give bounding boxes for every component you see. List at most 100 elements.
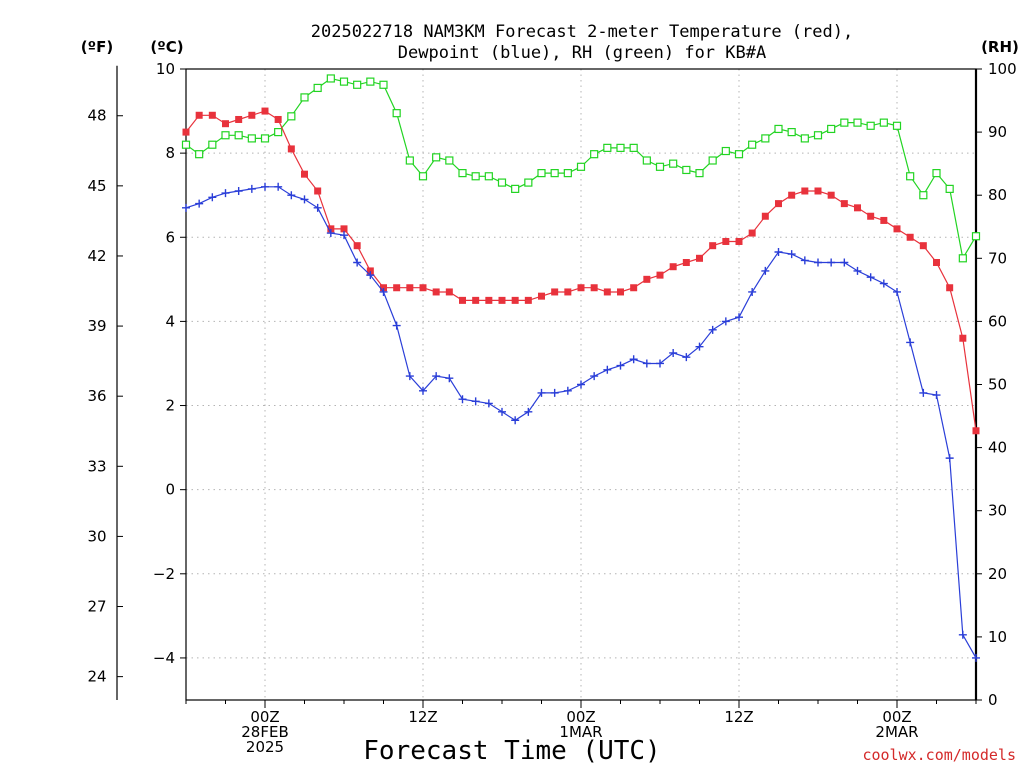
dewpoint-point <box>484 399 493 408</box>
rh-point <box>234 131 243 140</box>
fahrenheit-tick-label: 42 <box>87 247 106 265</box>
dewpoint-point <box>958 630 967 639</box>
dewpoint-point <box>326 229 335 238</box>
temperature-point <box>946 284 954 292</box>
celsius-axis: 10 8 6 4 2 0 −2 −4 <box>153 60 186 667</box>
rh-point <box>892 121 902 130</box>
fahrenheit-axis: 48 45 42 39 36 33 30 27 24 <box>87 107 123 686</box>
dewpoint-point <box>419 386 427 395</box>
temperature-point <box>314 187 322 195</box>
dewpoint-point <box>919 388 928 397</box>
time-tick-label: 00Z <box>250 708 279 726</box>
time-tick-label: 1MAR <box>559 723 602 741</box>
temperature-point <box>445 288 453 296</box>
dewpoint-point <box>748 287 757 296</box>
dewpoint-point <box>787 250 796 259</box>
temperature-point <box>814 187 822 195</box>
fahrenheit-tick-label: 48 <box>87 107 106 125</box>
temperature-point <box>353 242 361 250</box>
rh-point <box>484 172 493 181</box>
dewpoint-point <box>550 388 559 397</box>
dewpoint-point <box>563 386 572 395</box>
temperature-point <box>577 284 585 292</box>
temperature-point <box>840 200 848 208</box>
dewpoint-series <box>182 182 980 662</box>
dewpoint-point <box>761 266 770 275</box>
rh-point <box>748 140 757 149</box>
temperature-point <box>748 229 756 237</box>
dewpoint-point <box>471 397 480 406</box>
x-axis-label: Forecast Time (UTC) <box>363 736 660 766</box>
temperature-point <box>222 120 229 128</box>
rh-point <box>300 93 309 102</box>
rh-point <box>287 112 296 121</box>
temperature-point <box>590 284 598 292</box>
rh-point <box>353 80 362 89</box>
celsius-tick-label: 0 <box>165 481 175 499</box>
rh-point <box>682 165 691 175</box>
temperature-point <box>682 259 690 267</box>
rh-point <box>524 178 533 187</box>
rh-point <box>576 162 586 171</box>
temperature-point <box>274 115 282 123</box>
temperature-point <box>854 204 861 212</box>
dewpoint-point <box>603 365 612 374</box>
temperature-point <box>919 242 927 250</box>
celsius-tick-label: 2 <box>165 397 175 415</box>
rh-point <box>497 178 507 187</box>
dewpoint-point <box>616 361 625 370</box>
temperature-point <box>722 237 730 245</box>
rh-point <box>432 153 441 162</box>
rh-point <box>511 184 520 193</box>
rh-point <box>629 143 638 152</box>
celsius-tick-label: −2 <box>153 565 175 583</box>
time-tick-label: 2025 <box>246 738 284 756</box>
temperature-point <box>564 288 572 296</box>
temperature-point <box>366 267 374 275</box>
time-tick-label: 28FEB <box>241 723 288 741</box>
dewpoint-point <box>392 321 401 330</box>
dewpoint-point <box>208 193 217 202</box>
rh-point <box>655 162 665 171</box>
dewpoint-point <box>972 653 980 662</box>
axes <box>116 65 978 701</box>
dewpoint-point <box>234 186 243 195</box>
temperature-point <box>801 187 809 195</box>
dewpoint-point <box>537 388 546 397</box>
rh-point <box>971 232 981 241</box>
rh-point <box>906 172 915 181</box>
temperature-point <box>551 288 559 296</box>
temperature-point <box>287 145 295 153</box>
temperature-point <box>301 170 308 178</box>
rh-point <box>339 77 349 86</box>
celsius-tick-label: 4 <box>165 312 175 330</box>
temperature-point <box>643 275 651 283</box>
dewpoint-point <box>498 407 506 416</box>
dewpoint-point <box>695 342 704 351</box>
temperature-point <box>603 288 611 296</box>
temperature-point <box>511 296 519 304</box>
rh-point <box>274 128 283 137</box>
dewpoint-point <box>642 359 651 368</box>
rh-point <box>761 134 770 143</box>
dewpoint-point <box>853 266 862 275</box>
temperature-point <box>669 263 677 271</box>
fahrenheit-tick-label: 27 <box>87 598 106 616</box>
temperature-point <box>893 225 901 233</box>
temperature-point <box>906 233 914 241</box>
dewpoint-point <box>195 199 204 208</box>
dewpoint-point <box>300 195 309 204</box>
dewpoint-point <box>814 258 822 267</box>
rh-point <box>260 134 270 143</box>
dewpoint-point <box>840 258 849 267</box>
temperature-point <box>709 242 717 250</box>
dewpoint-point <box>629 355 638 364</box>
temperature-point <box>827 191 835 199</box>
rh-series <box>181 74 981 263</box>
dewpoint-point <box>405 372 414 381</box>
rh-point <box>827 124 836 134</box>
temperature-point <box>393 284 401 292</box>
rh-tick-label: 70 <box>988 249 1007 267</box>
